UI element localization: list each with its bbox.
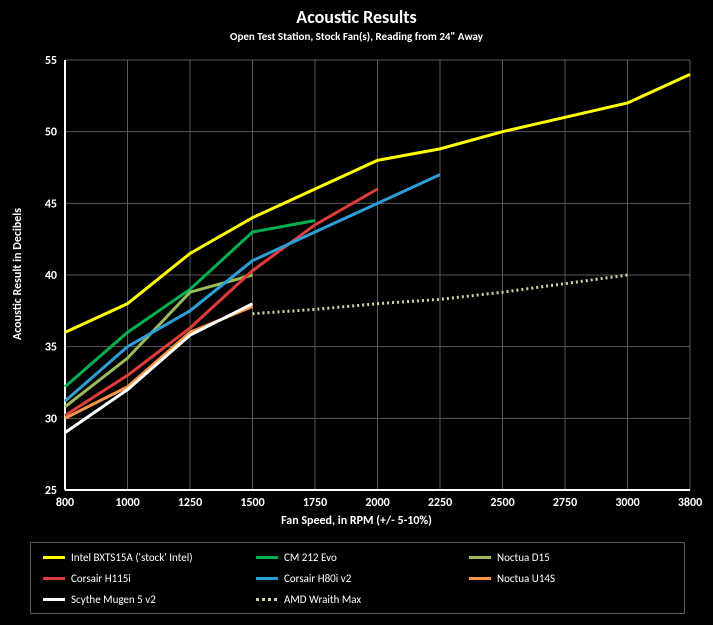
legend-swatch [256, 556, 278, 559]
svg-text:1000: 1000 [115, 496, 139, 510]
legend-label: Intel BXTS15A ('stock' Intel) [71, 551, 193, 564]
legend-item: Intel BXTS15A ('stock' Intel) [43, 549, 246, 565]
legend-swatch [43, 577, 65, 580]
svg-text:2750: 2750 [553, 496, 577, 510]
x-axis-label: Fan Speed, in RPM (+/- 5-10%) [0, 514, 713, 528]
svg-text:3000: 3000 [615, 496, 639, 510]
legend-item: Noctua D15 [469, 549, 672, 565]
svg-text:1750: 1750 [303, 496, 327, 510]
legend-swatch [469, 577, 491, 580]
legend-swatch [256, 598, 278, 601]
svg-text:30: 30 [45, 412, 57, 426]
svg-text:55: 55 [45, 54, 57, 68]
legend-item: CM 212 Evo [256, 549, 459, 565]
plot-area: 2530354045505580010001250150017502000225… [0, 0, 713, 512]
svg-text:35: 35 [45, 341, 57, 355]
svg-text:40: 40 [45, 269, 57, 283]
svg-text:2000: 2000 [365, 496, 389, 510]
legend-swatch [469, 556, 491, 559]
legend-item: Noctua U14S [469, 570, 672, 586]
svg-text:50: 50 [45, 126, 57, 140]
legend-swatch [43, 556, 65, 559]
legend: Intel BXTS15A ('stock' Intel) CM 212 Evo N… [30, 542, 685, 614]
acoustic-chart: Acoustic Results Open Test Station, Stoc… [0, 0, 713, 625]
svg-text:2250: 2250 [428, 496, 452, 510]
legend-label: AMD Wraith Max [284, 593, 361, 606]
legend-item: Scythe Mugen 5 v2 [43, 591, 246, 607]
legend-label: Corsair H80i v2 [284, 572, 351, 585]
svg-text:1250: 1250 [178, 496, 202, 510]
legend-swatch [256, 577, 278, 580]
svg-text:45: 45 [45, 197, 57, 211]
legend-label: CM 212 Evo [284, 551, 337, 564]
svg-text:1500: 1500 [240, 496, 264, 510]
legend-item: Corsair H80i v2 [256, 570, 459, 586]
svg-text:3800: 3800 [678, 496, 702, 510]
legend-label: Noctua D15 [497, 551, 550, 564]
svg-text:2500: 2500 [490, 496, 514, 510]
legend-label: Noctua U14S [497, 572, 555, 585]
legend-item: AMD Wraith Max [256, 591, 459, 607]
legend-swatch [43, 598, 65, 601]
legend-item: Corsair H115i [43, 570, 246, 586]
legend-label: Scythe Mugen 5 v2 [71, 593, 156, 606]
legend-label: Corsair H115i [71, 572, 131, 585]
svg-text:800: 800 [56, 496, 74, 510]
